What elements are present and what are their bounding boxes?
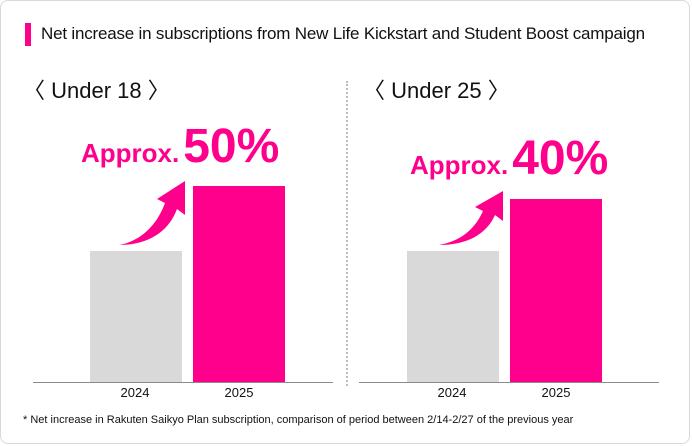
tick-label-under-25-2025: 2025 [541, 385, 571, 400]
bar-under-25-2024 [407, 251, 499, 382]
panel-label-under-25: 〈 Under 25 〉 [363, 78, 510, 103]
annotation-prefix: Approx. [410, 150, 509, 180]
panel-divider [346, 81, 348, 386]
arrow-up-icon [119, 181, 185, 245]
tick-label-under-18-2024: 2024 [120, 385, 150, 400]
panel-label-under-18: 〈 Under 18 〉 [23, 78, 170, 103]
baseline-under-18 [33, 382, 333, 383]
bar-under-18-2025 [193, 186, 285, 382]
annotation-under-25: Approx.40% [410, 131, 608, 186]
footnote: * Net increase in Rakuten Saikyo Plan su… [23, 414, 574, 426]
bar-under-25-2025 [510, 199, 602, 382]
baseline-under-25 [359, 382, 659, 383]
tick-label-under-18-2025: 2025 [224, 385, 254, 400]
annotation-value: 50% [183, 120, 280, 173]
annotation-prefix: Approx. [81, 138, 180, 168]
tick-label-under-25-2024: 2024 [437, 385, 467, 400]
annotation-under-18: Approx.50% [81, 119, 279, 174]
chart-title: Net increase in subscriptions from New L… [41, 24, 645, 43]
annotation-value: 40% [512, 132, 609, 185]
arrow-up-icon [439, 191, 503, 245]
title-accent-bar [25, 23, 31, 46]
bar-under-18-2024 [90, 251, 182, 382]
